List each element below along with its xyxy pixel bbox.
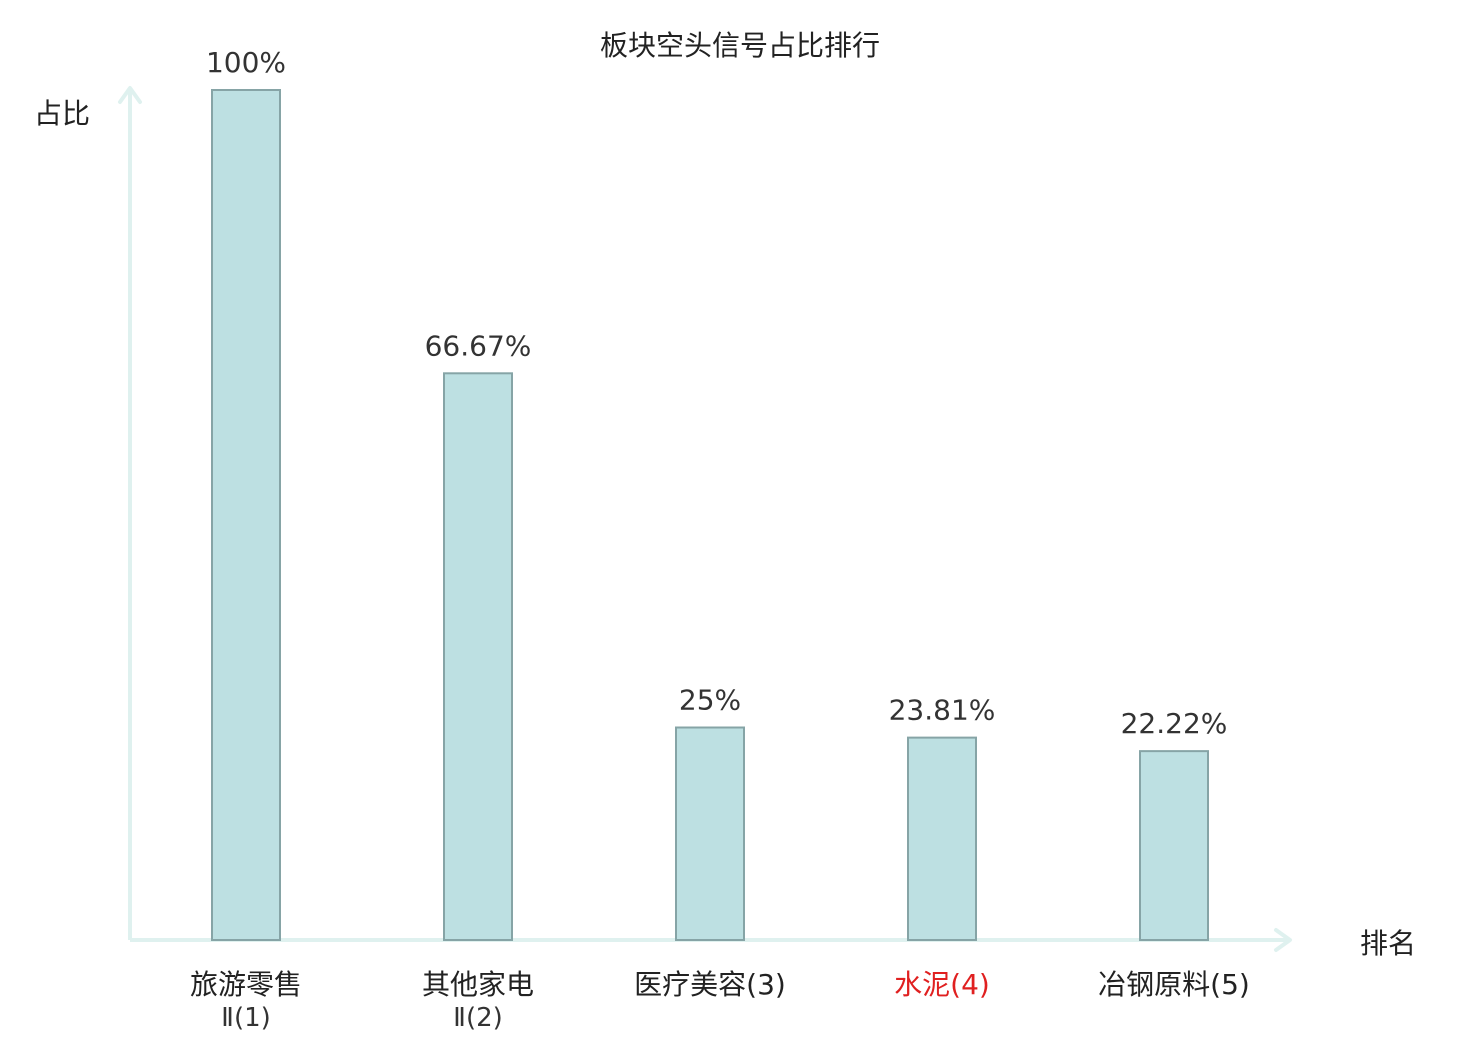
bar bbox=[907, 736, 977, 941]
x-tick-label: 其他家电 bbox=[422, 968, 534, 1001]
y-axis-arrow-icon bbox=[118, 86, 142, 104]
data-label: 22.22% bbox=[1121, 707, 1228, 740]
x-tick-label: 水泥(4) bbox=[894, 968, 990, 1001]
bar bbox=[1139, 750, 1209, 941]
x-tick-label: 冶钢原料(5) bbox=[1098, 968, 1250, 1001]
bar bbox=[675, 726, 745, 941]
data-label: 100% bbox=[206, 46, 286, 79]
y-axis-label: 占比 bbox=[34, 97, 91, 130]
chart-title: 板块空头信号占比排行 bbox=[599, 29, 880, 62]
x-tick-label: 旅游零售 bbox=[190, 968, 302, 1001]
data-label: 23.81% bbox=[889, 694, 996, 727]
bar bbox=[211, 89, 281, 941]
data-label: 66.67% bbox=[425, 329, 532, 362]
x-tick-label: 医疗美容(3) bbox=[634, 968, 786, 1001]
x-tick-label-line2: Ⅱ(1) bbox=[221, 1003, 271, 1033]
x-axis-arrow-icon bbox=[1274, 928, 1292, 952]
x-tick-label-line2: Ⅱ(2) bbox=[453, 1003, 503, 1033]
x-axis-label: 排名 bbox=[1360, 927, 1417, 960]
bar bbox=[443, 372, 513, 941]
data-label: 25% bbox=[679, 684, 741, 717]
